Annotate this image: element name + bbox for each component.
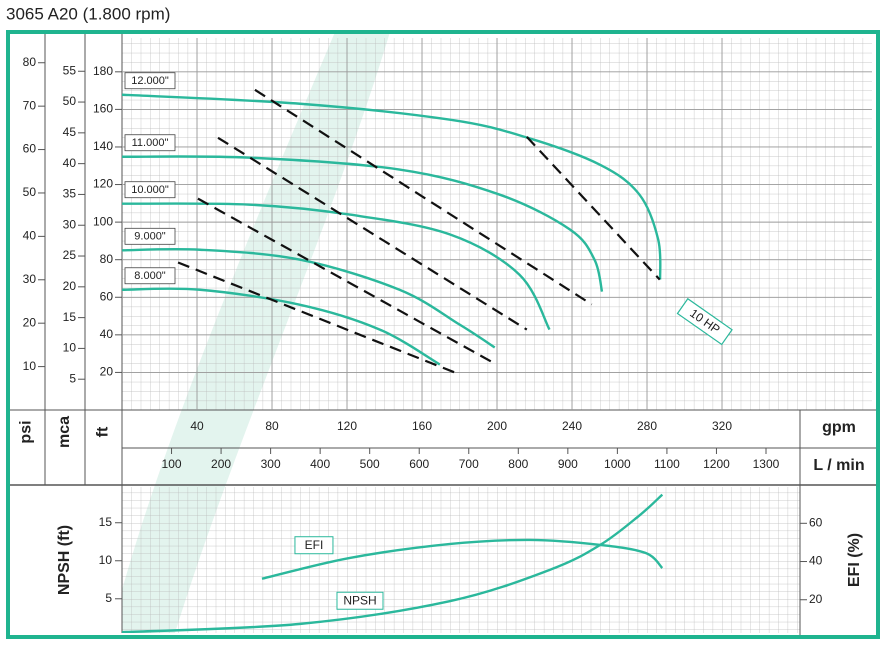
curve-label-box xyxy=(124,134,176,152)
power-line xyxy=(177,261,461,376)
curve xyxy=(122,247,496,349)
y-tick-label: 35 xyxy=(63,187,77,201)
y-tick-label: 80 xyxy=(100,252,114,266)
minor-grid xyxy=(122,487,800,633)
y2-tick-label: 20 xyxy=(809,592,823,606)
x-tick-label: 500 xyxy=(360,457,380,471)
legend-label: 9.000" xyxy=(134,231,166,243)
y-tick-label: 60 xyxy=(100,289,114,303)
y-tick-label: 55 xyxy=(63,63,77,77)
y-tick-label: 45 xyxy=(63,125,77,139)
y-tick-label: 50 xyxy=(63,94,77,108)
curve-label-box xyxy=(294,536,334,555)
y2-axis-label: EFI (%) xyxy=(846,533,863,587)
curve-label-box xyxy=(124,72,176,90)
x-tick-label: 320 xyxy=(712,419,732,433)
x-tick-label: 280 xyxy=(637,419,657,433)
x-tick-label: 200 xyxy=(487,419,507,433)
y-tick-label: 10 xyxy=(23,359,37,373)
x-tick-label: 40 xyxy=(190,419,204,433)
legend-label: 12.000" xyxy=(131,75,169,87)
x-tick-label: 80 xyxy=(265,419,279,433)
y-tick-label: 100 xyxy=(93,214,113,228)
curve xyxy=(122,202,551,331)
power-label-box xyxy=(676,297,733,346)
curve xyxy=(122,155,604,292)
curve xyxy=(122,493,664,633)
x-tick-label: 1000 xyxy=(604,457,631,471)
power-label: 10 HP xyxy=(676,297,733,346)
y-tick-label: 5 xyxy=(69,371,76,385)
x-tick-label: 900 xyxy=(558,457,578,471)
y-tick-label: 20 xyxy=(100,365,114,379)
x-tick-label: 240 xyxy=(562,419,582,433)
power-line xyxy=(217,136,528,331)
y-tick-label: 25 xyxy=(63,248,77,262)
legend-label: NPSH xyxy=(343,593,376,607)
y-tick-label: 140 xyxy=(93,139,113,153)
curve-label-box xyxy=(336,591,384,610)
y-tick-label: 10 xyxy=(63,341,77,355)
x-axis-label: L / min xyxy=(813,457,864,474)
y-axis-label: psi xyxy=(18,420,35,443)
x-tick-label: 300 xyxy=(261,457,281,471)
plot-layer: 40 80 120 160 200 240 280 320 gpm 100 200 300 400 500… xyxy=(18,38,872,633)
y-tick-label: 10 xyxy=(99,553,113,567)
y-tick-label: 50 xyxy=(23,185,37,199)
y-axis-label: mca xyxy=(56,416,73,448)
y-axis-label: ft xyxy=(95,426,112,437)
outer-border xyxy=(6,30,880,639)
power-line xyxy=(526,136,661,281)
legend-label: 10.000" xyxy=(131,184,169,196)
x-tick-label: 700 xyxy=(459,457,479,471)
y-axis-label: NPSH (ft) xyxy=(56,525,73,595)
x-tick-label: 200 xyxy=(211,457,231,471)
y-tick-label: 180 xyxy=(93,64,113,78)
curve-label-box xyxy=(124,227,176,245)
y-tick-label: 40 xyxy=(100,327,114,341)
y-tick-label: 15 xyxy=(63,310,77,324)
curve-label-box xyxy=(124,181,176,199)
y-tick-label: 40 xyxy=(63,156,77,170)
title: 3065 A20 (1.800 rpm) xyxy=(6,4,170,23)
y-tick-label: 15 xyxy=(99,515,113,529)
x-tick-label: 1200 xyxy=(703,457,730,471)
x-tick-label: 1300 xyxy=(753,457,780,471)
y-tick-label: 40 xyxy=(23,229,37,243)
legend-label: 11.000" xyxy=(132,137,169,149)
y2-tick-label: 60 xyxy=(809,515,823,529)
frame-lines xyxy=(8,32,878,637)
curve xyxy=(261,538,664,580)
x-tick-label: 1100 xyxy=(654,457,680,471)
y-tick-label: 20 xyxy=(23,315,37,329)
x-tick-label: 160 xyxy=(412,419,432,433)
y-tick-label: 30 xyxy=(23,272,37,286)
x-axis-label: gpm xyxy=(822,419,856,436)
x-tick-label: 120 xyxy=(337,419,357,433)
curve xyxy=(122,287,441,366)
x-tick-label: 800 xyxy=(508,457,528,471)
x-tick-label: 400 xyxy=(310,457,330,471)
y-tick-label: 80 xyxy=(23,55,37,69)
curve-label-box xyxy=(124,267,176,285)
y2-tick-label: 40 xyxy=(809,554,823,568)
y-tick-label: 30 xyxy=(63,217,77,231)
y-tick-label: 70 xyxy=(23,98,37,112)
legend-label: 8.000" xyxy=(134,270,166,282)
x-tick-label: 100 xyxy=(162,457,182,471)
y-tick-label: 160 xyxy=(93,102,113,116)
legend-label: EFI xyxy=(305,538,324,552)
y-tick-label: 60 xyxy=(23,142,37,156)
y-tick-label: 20 xyxy=(63,279,77,293)
y-tick-label: 120 xyxy=(93,177,113,191)
y-tick-label: 5 xyxy=(105,591,112,605)
x-tick-label: 600 xyxy=(409,457,429,471)
power-line xyxy=(254,88,593,306)
